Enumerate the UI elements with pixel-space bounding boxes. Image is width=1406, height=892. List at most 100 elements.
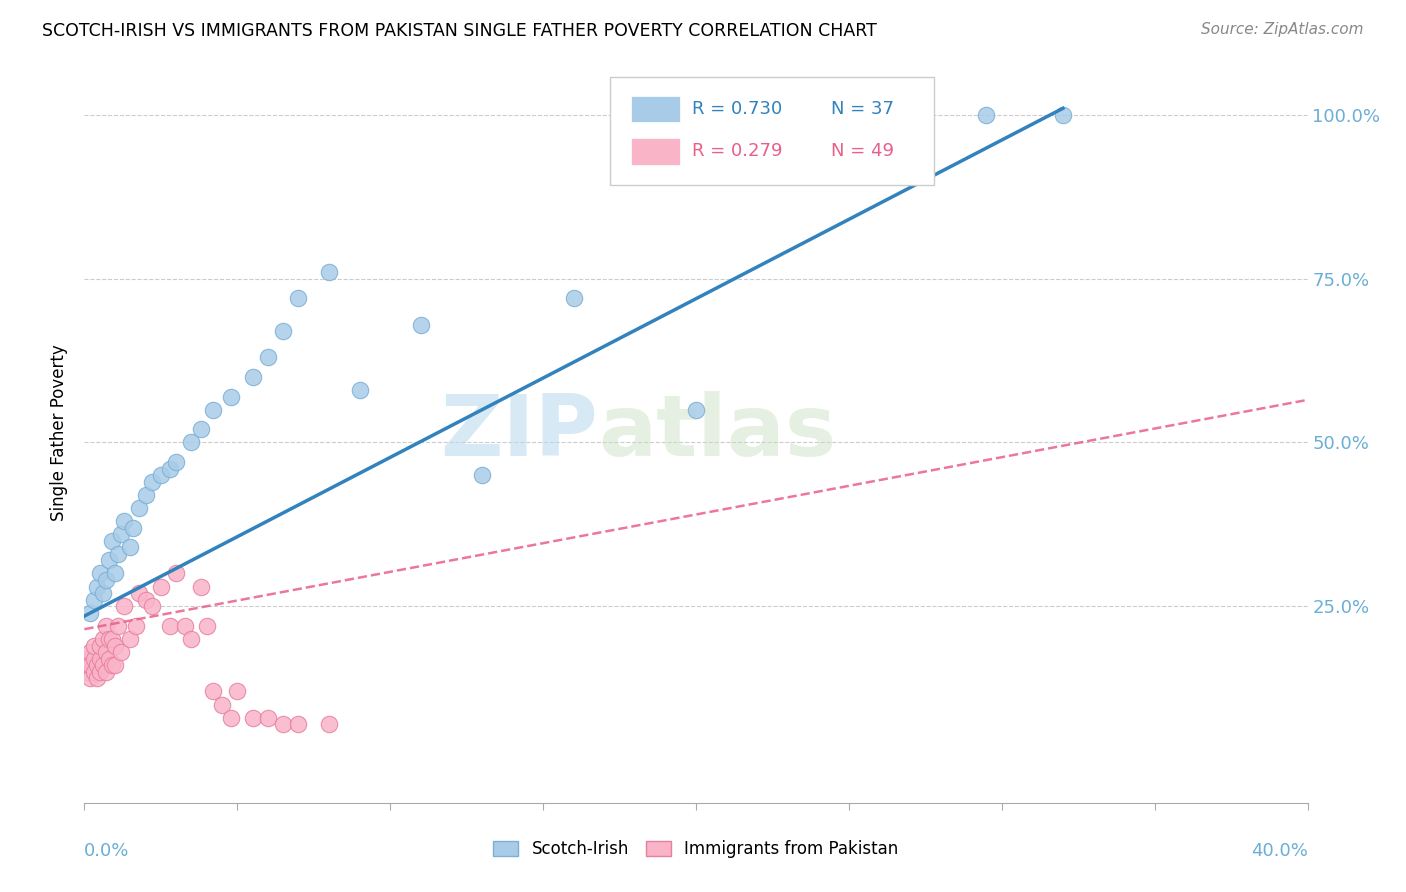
Point [257,351,280,365]
Point [219,711,242,725]
Text: N = 37: N = 37 [831,100,894,118]
Point [94,665,117,679]
Point [180,435,202,450]
Point [86,658,108,673]
Point [201,684,224,698]
Point [271,717,294,731]
Point [76,658,98,673]
Point [89,566,111,581]
Point [76,665,98,679]
Text: N = 49: N = 49 [831,143,894,161]
FancyBboxPatch shape [631,95,681,122]
Point [122,521,145,535]
Point [195,619,218,633]
Point [120,632,142,646]
Text: R = 0.279: R = 0.279 [692,143,783,161]
Point [159,461,181,475]
Point [211,698,233,712]
Point [159,619,181,633]
Point [94,573,117,587]
Point [83,592,105,607]
Point [79,658,101,673]
Text: Source: ZipAtlas.com: Source: ZipAtlas.com [1201,22,1364,37]
Point [318,265,340,279]
Point [94,645,117,659]
Point [242,711,264,725]
Point [190,422,212,436]
Point [110,645,132,659]
Point [685,402,707,417]
Point [141,475,163,489]
Point [165,566,187,581]
Point [349,383,371,397]
Point [242,370,264,384]
Text: ZIP: ZIP [440,391,598,475]
Point [76,651,98,665]
Point [201,402,224,417]
Point [219,390,242,404]
Point [165,455,187,469]
Point [79,645,101,659]
Point [141,599,163,614]
Point [1052,108,1074,122]
Point [149,580,172,594]
Point [97,553,120,567]
Point [562,291,585,305]
Point [91,632,114,646]
Text: atlas: atlas [598,391,837,475]
Text: R = 0.730: R = 0.730 [692,100,783,118]
FancyBboxPatch shape [610,78,935,185]
Point [776,108,799,122]
Point [226,684,249,698]
Point [91,658,114,673]
Point [110,527,132,541]
Point [287,291,309,305]
Point [86,671,108,685]
Point [190,580,212,594]
Point [101,533,124,548]
Text: 40.0%: 40.0% [1251,842,1308,860]
Point [104,658,127,673]
Point [91,586,114,600]
Point [107,619,129,633]
Point [135,488,157,502]
Point [104,639,127,653]
Point [83,639,105,653]
Point [97,632,120,646]
Point [174,619,197,633]
Point [318,717,340,731]
Point [257,711,280,725]
Point [271,324,294,338]
Point [112,514,135,528]
Point [120,541,142,555]
Point [79,671,101,685]
Point [287,717,309,731]
Legend: Scotch-Irish, Immigrants from Pakistan: Scotch-Irish, Immigrants from Pakistan [486,833,905,865]
Text: 0.0%: 0.0% [84,842,129,860]
Point [79,606,101,620]
Point [101,632,124,646]
Text: SCOTCH-IRISH VS IMMIGRANTS FROM PAKISTAN SINGLE FATHER POVERTY CORRELATION CHART: SCOTCH-IRISH VS IMMIGRANTS FROM PAKISTAN… [42,22,877,40]
Point [107,547,129,561]
Point [94,619,117,633]
Point [89,665,111,679]
Point [471,468,494,483]
Point [89,651,111,665]
Point [149,468,172,483]
Y-axis label: Single Father Poverty: Single Father Poverty [51,344,69,521]
Point [89,639,111,653]
Point [104,566,127,581]
Point [128,500,150,515]
Point [83,651,105,665]
Point [112,599,135,614]
FancyBboxPatch shape [631,138,681,165]
Point [135,592,157,607]
Point [180,632,202,646]
Point [97,651,120,665]
Point [83,665,105,679]
Point [976,108,998,122]
Point [86,580,108,594]
Point [125,619,148,633]
Point [128,586,150,600]
Point [101,658,124,673]
